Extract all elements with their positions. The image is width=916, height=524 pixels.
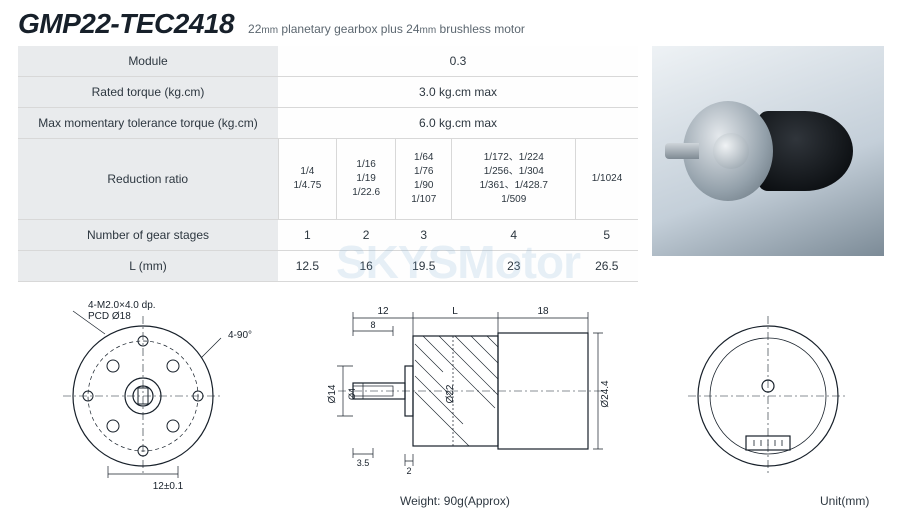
stages-3: 3 [396,220,452,251]
product-subtitle: 22mm planetary gearbox plus 24mm brushle… [248,22,525,36]
svg-text:3.5: 3.5 [357,458,370,468]
l-5: 26.5 [576,251,638,282]
svg-text:Ø24.4: Ø24.4 [600,380,611,408]
ratio-label: Reduction ratio [18,139,278,220]
module-label: Module [18,46,278,77]
weight-label: Weight: 90g(Approx) [400,494,510,508]
svg-text:2: 2 [406,466,411,476]
rated-torque-label: Rated torque (kg.cm) [18,77,278,108]
svg-text:12±0.1: 12±0.1 [153,481,184,492]
stages-5: 5 [576,220,638,251]
svg-text:8: 8 [370,320,375,330]
ratio-col-3: 1/64 1/76 1/90 1/107 [396,139,452,220]
spec-table: Module 0.3 Rated torque (kg.cm) 3.0 kg.c… [18,46,638,282]
svg-text:4-M2.0×4.0 dp.: 4-M2.0×4.0 dp. [88,300,156,311]
stages-1: 1 [278,220,337,251]
motor-illustration [683,101,853,201]
svg-text:Ø4: Ø4 [347,388,357,400]
stages-4: 4 [452,220,576,251]
svg-text:12: 12 [377,306,389,317]
rated-torque-value: 3.0 kg.cm max [278,77,638,108]
svg-text:4-90°: 4-90° [228,330,252,341]
svg-text:Ø22: Ø22 [445,384,456,403]
stages-2: 2 [337,220,396,251]
unit-label: Unit(mm) [820,494,869,508]
header: GMP22-TEC2418 22mm planetary gearbox plu… [18,8,898,40]
technical-drawings: 4-M2.0×4.0 dp. PCD Ø18 4-90° 12±0.1 12 L… [18,296,898,506]
svg-text:Ø14: Ø14 [327,384,338,403]
l-3: 19.5 [396,251,452,282]
l-2: 16 [337,251,396,282]
l-label: L (mm) [18,251,278,282]
stages-label: Number of gear stages [18,220,278,251]
ratio-col-2: 1/16 1/19 1/22.6 [337,139,396,220]
ratio-col-4: 1/172、1/224 1/256、1/304 1/361、1/428.7 1/… [452,139,576,220]
product-title: GMP22-TEC2418 [18,8,234,40]
max-torque-value: 6.0 kg.cm max [278,108,638,139]
svg-text:PCD Ø18: PCD Ø18 [88,311,131,322]
l-1: 12.5 [278,251,337,282]
module-value: 0.3 [278,46,638,77]
ratio-col-1: 1/4 1/4.75 [278,139,337,220]
svg-text:18: 18 [537,306,549,317]
max-torque-label: Max momentary tolerance torque (kg.cm) [18,108,278,139]
product-image [652,46,884,256]
svg-text:L: L [452,306,458,317]
content-row: Module 0.3 Rated torque (kg.cm) 3.0 kg.c… [18,46,898,282]
ratio-col-5: 1/1024 [576,139,638,220]
l-4: 23 [452,251,576,282]
